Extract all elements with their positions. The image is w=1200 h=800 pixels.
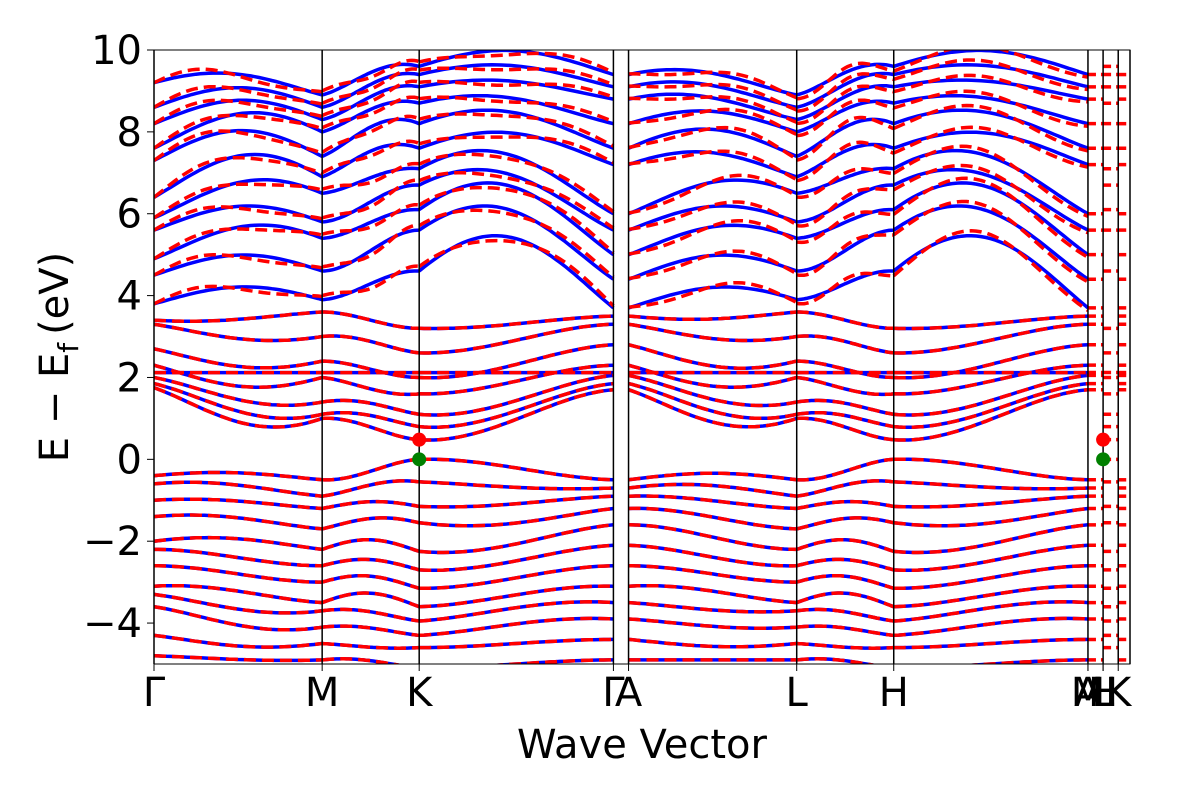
y-tick-label: 2 (117, 355, 142, 401)
band-dashed-0 (154, 457, 1089, 482)
band-solid-20 (154, 233, 1090, 310)
band-dashed-4 (154, 523, 1089, 555)
band-dashed-6 (154, 564, 1089, 591)
band-dashed-1 (154, 479, 1089, 498)
y-tick-label: 4 (117, 274, 142, 320)
x-tick-label: M (305, 670, 340, 716)
band-dashed-9 (154, 604, 1089, 638)
x-tick-label: Γ (143, 670, 166, 716)
cbm-marker (412, 432, 427, 447)
band-edge-markers (412, 432, 1111, 467)
band-dashed-12 (154, 386, 1089, 442)
band-dashed-24 (154, 144, 1089, 220)
band-dashed-8 (154, 592, 1089, 623)
x-tick-label: L (1092, 670, 1115, 716)
band-dashed-3 (154, 506, 1089, 531)
band-dashed-13 (154, 381, 1089, 429)
x-tick-label: H (879, 670, 909, 716)
x-tick-label: M (1071, 670, 1106, 716)
band-dashed-5 (154, 543, 1089, 572)
band-dashed-28 (154, 73, 1089, 126)
band-lines (154, 50, 1130, 664)
band-dashed-27 (154, 89, 1089, 150)
band-solid-23 (154, 167, 1089, 232)
band-solid-11 (154, 654, 1088, 664)
band-dashed-7 (154, 583, 1089, 609)
vbm-marker (412, 452, 427, 467)
band-solid-29 (154, 63, 1089, 110)
band-solid-22 (154, 181, 1090, 261)
y-axis-ticks: −4 −2 0 2 4 6 8 10 (83, 28, 154, 647)
x-tick-label: A (615, 670, 643, 716)
y-axis-label: E − Ef (eV) (32, 252, 85, 463)
band-dashed-18 (154, 322, 1089, 355)
band-dashed-2 (154, 494, 1089, 511)
plot-frame (153, 49, 1131, 665)
y-tick-label: −2 (83, 519, 142, 565)
band-dashed-19 (154, 310, 1089, 331)
x-tick-label: Γ (602, 670, 625, 716)
band-dashed-21 (154, 199, 1089, 284)
band-dashed-26 (154, 103, 1089, 162)
band-dashed-25 (154, 125, 1089, 199)
vbm-marker-2 (1096, 452, 1111, 467)
band-dashed-30 (154, 50, 1089, 101)
band-dashed-10 (154, 633, 1089, 650)
x-tick-label: K (1105, 670, 1133, 716)
band-solid-30 (154, 50, 1089, 97)
band-solid-26 (154, 108, 1089, 163)
band-dashed-16 (154, 363, 1089, 397)
y-tick-label: −4 (83, 601, 142, 647)
x-tick-label: A (1074, 670, 1102, 716)
x-tick-label: L (786, 670, 809, 716)
y-axis-label-unit: (eV) (32, 252, 78, 335)
band-dashed-14 (154, 373, 1089, 417)
band-solid-28 (154, 78, 1089, 126)
band-dashed-23 (154, 163, 1089, 235)
band-dashed-17 (154, 342, 1089, 380)
y-tick-label: 0 (117, 437, 142, 483)
y-axis-label-subscript: f (52, 342, 85, 353)
y-tick-label: 8 (117, 110, 142, 156)
x-tick-label: K (406, 670, 434, 716)
y-axis-label-main: E − E (32, 353, 78, 463)
x-axis-label: Wave Vector (517, 722, 768, 768)
cbm-marker-2 (1096, 432, 1111, 447)
band-dashed-22 (154, 176, 1089, 261)
y-tick-label: 6 (117, 192, 142, 238)
band-dashed-29 (154, 58, 1089, 113)
x-tick-label: H (1088, 670, 1118, 716)
y-tick-label: 10 (91, 28, 142, 74)
band-solid-21 (154, 204, 1089, 281)
